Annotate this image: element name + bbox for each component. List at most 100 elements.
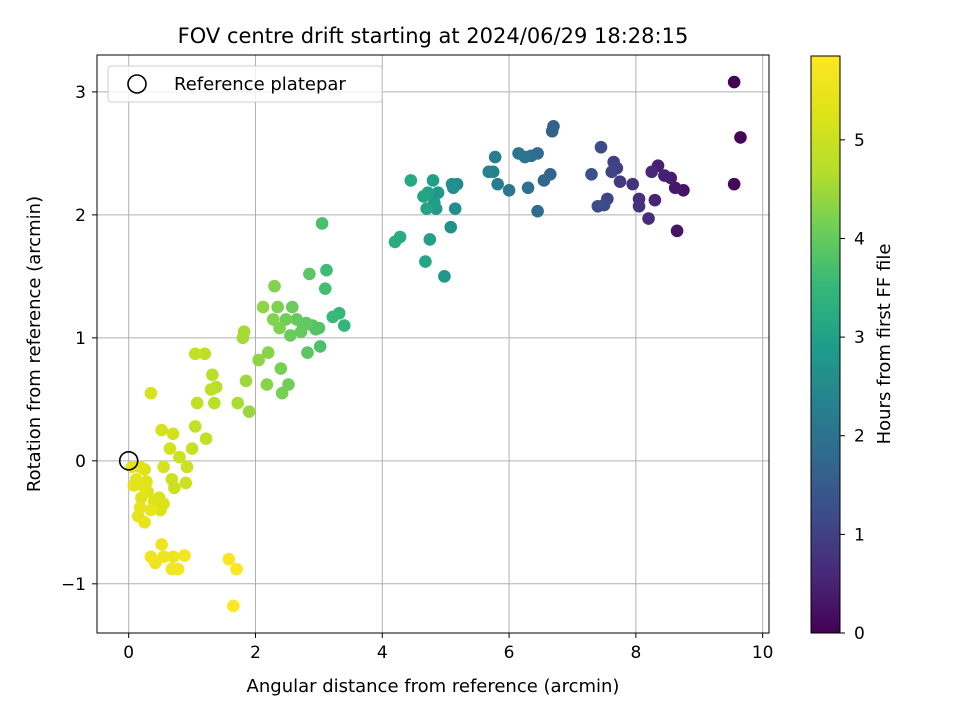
x-tick-label: 6: [504, 643, 515, 663]
y-tick-label: −1: [61, 575, 86, 595]
data-point: [404, 174, 418, 187]
data-point: [138, 516, 151, 529]
x-tick-label: 0: [123, 643, 134, 663]
data-point: [491, 177, 504, 191]
y-axis-ticks: −1 0 1 2 3: [61, 83, 97, 595]
y-tick-label: 0: [75, 452, 86, 472]
data-point: [188, 420, 202, 433]
y-tick-label: 2: [75, 206, 86, 226]
legend-box: [107, 65, 383, 103]
data-point: [605, 165, 619, 179]
data-point: [668, 181, 682, 195]
data-point: [206, 368, 219, 382]
data-point: [178, 549, 191, 562]
data-point: [512, 147, 525, 160]
data-point: [133, 501, 147, 514]
data-point: [648, 193, 662, 207]
chart-title: FOV centre drift starting at 2024/06/29 …: [178, 24, 689, 48]
data-point: [417, 190, 430, 203]
data-point: [271, 300, 284, 314]
data-point: [149, 556, 162, 570]
data-point: [591, 199, 605, 213]
data-point: [337, 319, 351, 332]
data-point: [231, 396, 245, 410]
data-point: [645, 165, 659, 179]
data-point: [301, 346, 314, 359]
data-point: [388, 235, 402, 249]
data-point: [642, 212, 655, 225]
data-point: [284, 329, 297, 342]
data-point: [198, 347, 212, 361]
data-point: [154, 503, 167, 517]
colorbar-tick-label: 0: [854, 624, 865, 644]
data-point: [204, 383, 218, 396]
data-point: [318, 282, 332, 295]
legend-marker: [127, 74, 147, 94]
legend: Reference platepar: [107, 65, 383, 103]
data-point: [326, 310, 340, 324]
data-point: [273, 321, 286, 335]
reference-point-marker: [118, 451, 139, 471]
data-point: [282, 378, 295, 391]
data-point: [190, 396, 204, 410]
data-point: [626, 177, 639, 191]
data-point: [144, 503, 158, 517]
data-point: [531, 204, 544, 218]
colorbar-label: Hours from first FF file: [874, 244, 895, 445]
data-point: [127, 479, 141, 492]
colorbar-tick-label: 2: [854, 427, 865, 447]
data-point: [222, 552, 236, 566]
data-point: [613, 175, 627, 188]
x-axis-label: Angular distance from reference (arcmin): [247, 676, 620, 697]
data-point: [242, 405, 256, 418]
data-point: [537, 174, 551, 187]
data-point: [290, 313, 303, 326]
data-point: [260, 378, 274, 391]
colorbar-tick-label: 3: [854, 328, 865, 348]
data-point: [236, 331, 250, 345]
legend-entry-label: Reference platepar: [174, 74, 346, 95]
data-point: [261, 346, 275, 359]
plot-frame: [96, 54, 770, 634]
data-point: [173, 450, 186, 464]
data-point: [423, 233, 437, 246]
x-axis-ticks: 0 2 4 6 8 10: [123, 633, 773, 663]
data-point: [632, 199, 646, 213]
x-tick-label: 8: [630, 643, 641, 663]
data-point: [135, 491, 148, 505]
colorbar-tick-label: 5: [854, 131, 865, 151]
data-point: [266, 313, 280, 326]
data-point: [165, 472, 179, 486]
data-point: [230, 562, 243, 576]
x-tick-label: 4: [377, 643, 388, 663]
data-point: [199, 432, 213, 445]
data-point: [171, 562, 185, 576]
x-tick-label: 2: [250, 643, 261, 663]
data-point: [419, 255, 432, 268]
data-point: [256, 300, 270, 314]
data-point: [431, 186, 445, 200]
scatter-points: [125, 75, 747, 613]
colorbar-tick-label: 4: [854, 229, 865, 249]
data-point: [157, 460, 170, 474]
data-point: [188, 347, 202, 361]
data-point: [180, 460, 194, 474]
data-point: [320, 263, 333, 277]
data-point: [275, 386, 289, 400]
data-point: [521, 181, 535, 195]
data-point: [166, 427, 180, 441]
data-point: [252, 353, 265, 367]
data-point: [545, 124, 559, 138]
data-point: [163, 442, 177, 455]
data-point: [239, 374, 253, 388]
data-point: [448, 202, 462, 216]
grid-lines: [97, 55, 769, 633]
data-point: [420, 202, 433, 216]
data-point: [268, 279, 281, 293]
data-point: [502, 183, 516, 197]
data-point: [294, 325, 308, 339]
data-point: [482, 165, 496, 179]
data-point: [607, 155, 620, 169]
colorbar-ticks: 0 1 2 3 4 5: [840, 131, 865, 644]
data-point: [426, 174, 440, 187]
